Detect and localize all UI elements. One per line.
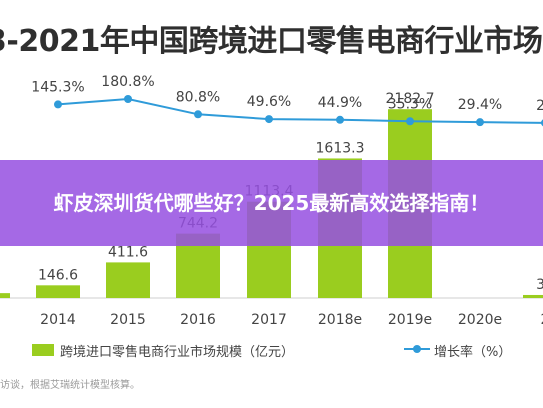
bar-2015	[106, 262, 150, 298]
legend-bar-label: 跨境进口零售电商行业市场规模（亿元）	[60, 345, 295, 360]
growth-rate-label: 29.4%	[458, 97, 502, 113]
chart-title: 3-2021年中国跨境进口零售电商行业市场	[0, 24, 543, 59]
legend-line-marker	[404, 345, 430, 353]
legend-line-label: 增长率（%）	[434, 345, 512, 360]
growth-rate-point	[54, 100, 62, 109]
x-tick-label: 2018e	[318, 312, 362, 328]
x-tick-label: 2014	[40, 312, 76, 328]
banner-text: 虾皮深圳货代哪些好？2025最新高效选择指南！	[53, 191, 490, 215]
growth-rate-line	[57, 97, 543, 124]
growth-rate-label: 180.8%	[101, 74, 154, 90]
bar-value-label: 146.6	[38, 267, 78, 283]
growth-rate-label: 80.8%	[176, 89, 220, 105]
growth-rate-label: 25	[536, 98, 543, 114]
x-tick-label: 2016	[180, 312, 216, 328]
x-tick-label: 2017	[251, 312, 287, 328]
growth-rate-label: 44.9%	[318, 95, 362, 111]
bar-value-label: 411.6	[108, 244, 148, 260]
source-footnote: 访谈，根据艾瑞统计模型核算。	[0, 380, 140, 391]
legend-bar-swatch	[32, 344, 54, 356]
overlay-banner[interactable]: 虾皮深圳货代哪些好？2025最新高效选择指南！	[0, 160, 543, 246]
growth-rate-point	[336, 115, 344, 124]
growth-rate-point	[194, 110, 202, 119]
x-tick-label: 2	[541, 312, 543, 328]
bar-value-label: 2182.7	[386, 91, 435, 107]
growth-rate-point	[476, 118, 484, 127]
x-tick-label: 2019e	[388, 312, 432, 328]
growth-rate-label: 49.6%	[247, 94, 291, 110]
bar-3	[0, 293, 10, 298]
bar-2	[523, 294, 543, 298]
growth-rate-point	[406, 117, 414, 126]
bar-value-label: 35	[536, 277, 543, 293]
x-tick-label: 2015	[110, 312, 146, 328]
growth-rate-label: 145.3%	[31, 79, 84, 95]
x-tick-label: 2020e	[458, 312, 502, 328]
bar-2014	[36, 285, 80, 298]
growth-rate-label: 35.3%	[388, 96, 432, 112]
bar-value-label: 1613.3	[316, 140, 365, 156]
growth-rate-point	[124, 95, 132, 103]
growth-rate-point	[265, 115, 273, 124]
